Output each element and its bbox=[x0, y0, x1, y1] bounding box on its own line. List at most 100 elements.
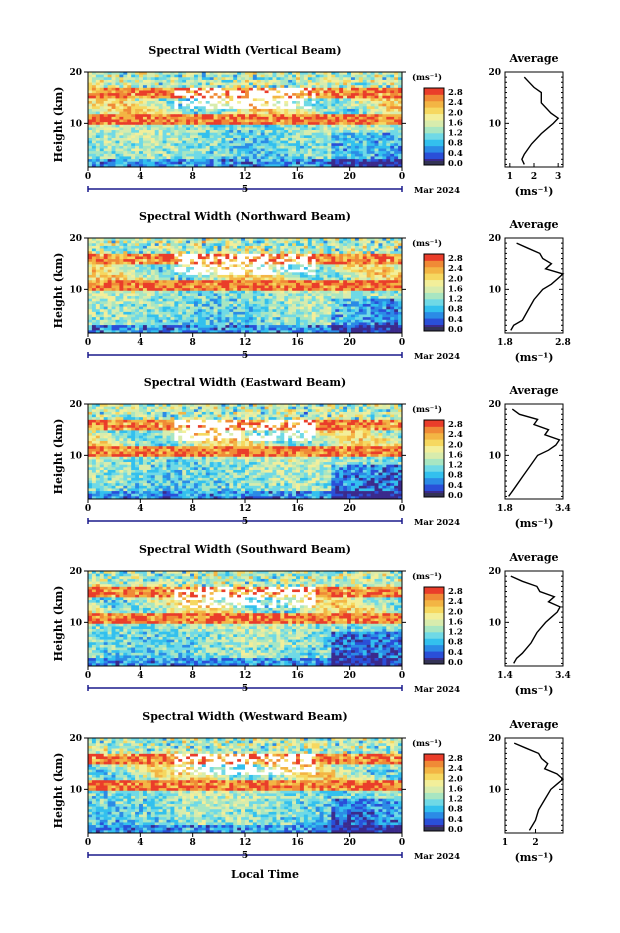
heatmap-cell bbox=[265, 286, 269, 289]
heatmap-cell bbox=[115, 125, 119, 128]
heatmap-cell bbox=[108, 106, 112, 109]
heatmap-cell bbox=[112, 127, 116, 130]
heatmap-cell bbox=[351, 90, 355, 93]
heatmap-cell bbox=[296, 112, 300, 115]
heatmap-cell bbox=[386, 270, 390, 273]
heatmap-cell bbox=[280, 112, 284, 115]
heatmap-cell bbox=[249, 301, 253, 304]
heatmap-cell bbox=[119, 112, 123, 115]
heatmap-cell bbox=[210, 120, 214, 123]
heatmap-cell bbox=[186, 267, 190, 270]
heatmap-cell bbox=[327, 151, 331, 154]
heatmap-cell bbox=[131, 262, 135, 265]
heatmap-cell bbox=[159, 104, 163, 107]
heatmap-cell bbox=[186, 130, 190, 133]
heatmap-cell bbox=[335, 88, 339, 91]
heatmap-cell bbox=[375, 286, 379, 289]
heatmap-cell bbox=[296, 96, 300, 99]
heatmap-cell bbox=[288, 162, 292, 165]
heatmap-cell bbox=[119, 80, 123, 83]
heatmap-cell bbox=[112, 283, 116, 286]
heatmap-cell bbox=[206, 135, 210, 138]
heatmap-cell bbox=[249, 243, 253, 246]
heatmap-cell bbox=[155, 264, 159, 267]
heatmap-cell bbox=[237, 104, 241, 107]
heatmap-cell bbox=[112, 88, 116, 91]
heatmap-cell bbox=[163, 104, 167, 107]
heatmap-cell bbox=[186, 272, 190, 275]
heatmap-cell bbox=[276, 83, 280, 86]
heatmap-cell bbox=[92, 291, 96, 294]
heatmap-cell bbox=[178, 296, 182, 299]
heatmap-cell bbox=[363, 162, 367, 165]
heatmap-cell bbox=[218, 296, 222, 299]
heatmap-cell bbox=[339, 267, 343, 270]
heatmap-cell bbox=[147, 286, 151, 289]
heatmap-cell bbox=[394, 262, 398, 265]
heatmap-cell bbox=[249, 98, 253, 101]
heatmap-cell bbox=[324, 156, 328, 159]
heatmap-cell bbox=[202, 278, 206, 281]
heatmap-cell bbox=[284, 146, 288, 149]
heatmap-cell bbox=[272, 156, 276, 159]
heatmap-cell bbox=[335, 293, 339, 296]
heatmap-cell bbox=[131, 80, 135, 83]
colorbar-swatch bbox=[424, 133, 444, 140]
heatmap-cell bbox=[249, 267, 253, 270]
heatmap-cell bbox=[316, 117, 320, 120]
heatmap-cell bbox=[304, 98, 308, 101]
heatmap-cell bbox=[119, 288, 123, 291]
heatmap-cell bbox=[284, 98, 288, 101]
heatmap-cell bbox=[119, 125, 123, 128]
heatmap-cell bbox=[155, 98, 159, 101]
heatmap-cell bbox=[300, 156, 304, 159]
heatmap-cell bbox=[170, 96, 174, 99]
heatmap-cell bbox=[382, 146, 386, 149]
heatmap-cell bbox=[312, 262, 316, 265]
heatmap-cell bbox=[210, 80, 214, 83]
heatmap-cell bbox=[320, 146, 324, 149]
heatmap-cell bbox=[335, 256, 339, 259]
heatmap-cell bbox=[143, 243, 147, 246]
heatmap-cell bbox=[237, 151, 241, 154]
heatmap-cell bbox=[296, 133, 300, 136]
heatmap-cell bbox=[88, 162, 92, 165]
heatmap-cell bbox=[296, 254, 300, 257]
heatmap-cell bbox=[351, 256, 355, 259]
heatmap-cell bbox=[261, 75, 265, 78]
heatmap-cell bbox=[221, 135, 225, 138]
heatmap-cell bbox=[218, 256, 222, 259]
heatmap-cell bbox=[359, 243, 363, 246]
heatmap-cell bbox=[296, 109, 300, 112]
heatmap-cell bbox=[151, 151, 155, 154]
heatmap-cell bbox=[253, 127, 257, 130]
heatmap-cell bbox=[394, 127, 398, 130]
heatmap-cell bbox=[92, 112, 96, 115]
heatmap-cell bbox=[194, 114, 198, 117]
heatmap-cell bbox=[119, 141, 123, 144]
heatmap-cell bbox=[210, 283, 214, 286]
heatmap-cell bbox=[206, 288, 210, 291]
heatmap-cell bbox=[292, 106, 296, 109]
heatmap-cell bbox=[359, 83, 363, 86]
heatmap-cell bbox=[339, 280, 343, 283]
heatmap-cell bbox=[147, 159, 151, 162]
heatmap-cell bbox=[390, 112, 394, 115]
heatmap-cell bbox=[190, 275, 194, 278]
heatmap-cell bbox=[104, 98, 108, 101]
heatmap-cell bbox=[272, 267, 276, 270]
heatmap-cell bbox=[202, 104, 206, 107]
heatmap-cell bbox=[131, 154, 135, 157]
heatmap-cell bbox=[355, 267, 359, 270]
heatmap-cell bbox=[139, 122, 143, 125]
heatmap-cell bbox=[324, 241, 328, 244]
heatmap-cell bbox=[280, 101, 284, 104]
heatmap-cell bbox=[221, 88, 225, 91]
heatmap-cell bbox=[284, 143, 288, 146]
heatmap-cell bbox=[375, 283, 379, 286]
heatmap-cell bbox=[167, 120, 171, 123]
heatmap-cell bbox=[343, 77, 347, 80]
heatmap-cell bbox=[229, 291, 233, 294]
heatmap-cell bbox=[194, 291, 198, 294]
heatmap-cell bbox=[272, 90, 276, 93]
